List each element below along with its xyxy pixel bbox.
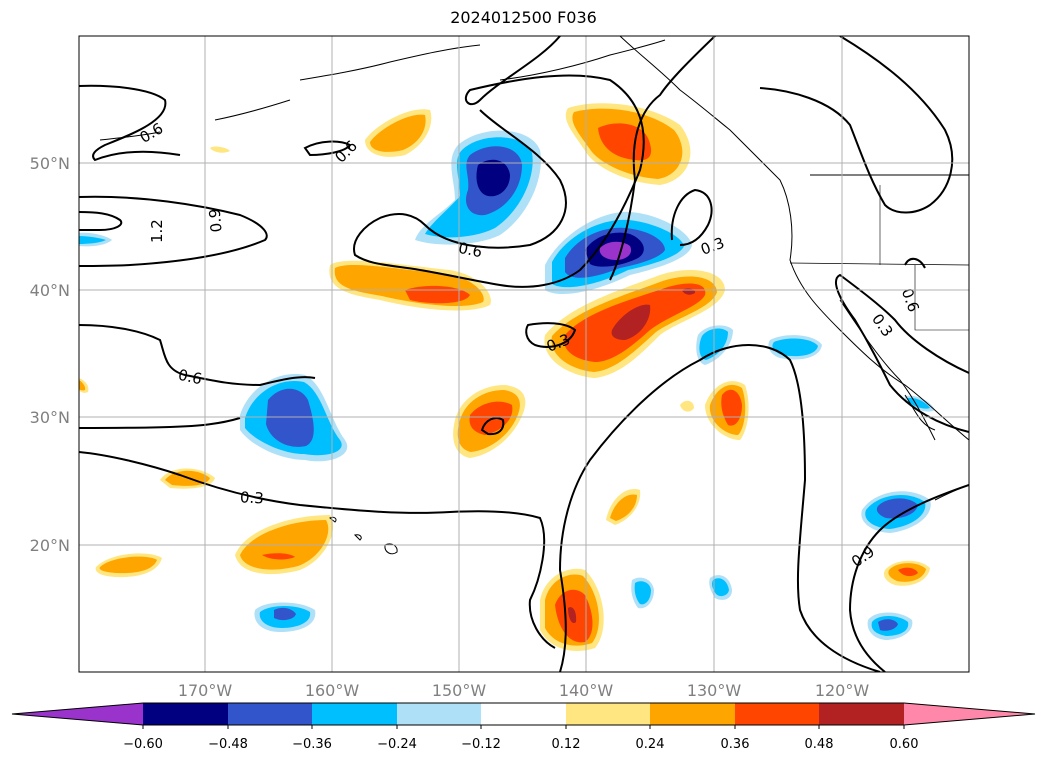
positive-anomaly-blob (370, 114, 426, 152)
negative-anomaly-blob (876, 498, 918, 519)
contour-label: 0.9 (848, 542, 878, 570)
colorbar-segment (312, 703, 397, 725)
lat-label: 20°N (30, 536, 70, 555)
positive-anomaly-blob (680, 400, 694, 412)
colorbar-segment (650, 703, 735, 725)
map-title: 2024012500 F036 (450, 8, 597, 27)
lat-label: 30°N (30, 408, 70, 427)
colorbar-segment (819, 703, 904, 725)
negative-anomaly-blob (79, 236, 106, 244)
lon-label: 160°W (305, 681, 360, 700)
contour-line (848, 484, 969, 672)
coastline (299, 44, 481, 81)
colorbar-extend-min (12, 703, 143, 725)
shaded-fields (79, 103, 935, 651)
lon-label: 170°W (178, 681, 233, 700)
gridlines (79, 36, 969, 672)
contour-line (353, 36, 645, 288)
lat-label: 50°N (30, 154, 70, 173)
colorbar-tick-label: −0.60 (123, 737, 163, 752)
contour-line (480, 417, 505, 436)
positive-anomaly-blob (262, 553, 295, 560)
contour-label: 0.9 (206, 208, 226, 233)
contour-line (835, 273, 969, 433)
negative-anomaly-blob (599, 241, 632, 260)
contours (79, 36, 969, 672)
colorbar-segment (735, 703, 819, 725)
contour-line (609, 36, 716, 281)
colorbar-tick-label: −0.24 (377, 737, 417, 752)
negative-anomaly-blob (476, 159, 510, 197)
contour-line (79, 195, 268, 267)
colorbar-tick-label: −0.48 (208, 737, 248, 752)
negative-anomaly-blob (772, 338, 818, 357)
lon-label: 130°W (687, 681, 742, 700)
contour-line (670, 188, 713, 246)
contour-line (79, 84, 181, 162)
colorbar-segment (566, 703, 650, 725)
colorbar: −0.60 −0.48 −0.36 −0.24 −0.12 0.12 0.24 … (11, 702, 1036, 752)
colorbar-tick-label: 0.12 (552, 737, 581, 752)
negative-anomaly-blob (266, 388, 314, 447)
coastline (619, 36, 969, 441)
colorbar-tick-label: −0.36 (292, 737, 332, 752)
coastline (499, 39, 666, 81)
coastline (904, 394, 936, 431)
positive-anomaly-blob (611, 304, 651, 340)
positive-anomaly-blob (210, 146, 230, 153)
positive-anomaly-blob (610, 494, 637, 521)
positive-anomaly-blob (99, 556, 157, 574)
negative-anomaly-blob (878, 619, 898, 631)
colorbar-segment (228, 703, 312, 725)
colorbar-extend-max (904, 703, 1035, 725)
contour-line (79, 451, 556, 649)
contour-line (525, 322, 577, 348)
contour-line (904, 257, 926, 269)
contour-line (79, 324, 316, 429)
contour-label: 1.2 (148, 219, 166, 243)
contour-label: 0.3 (698, 234, 727, 259)
longitude-labels: 170°W 160°W 150°W 140°W 130°W 120°W (178, 681, 870, 700)
lat-label: 40°N (30, 281, 70, 300)
contour-line (759, 36, 954, 214)
latitude-labels: 50°N 40°N 30°N 20°N (30, 154, 70, 555)
contour-line (79, 211, 123, 231)
contour-line (558, 344, 881, 672)
coastline (214, 99, 291, 121)
colorbar-segment (143, 703, 228, 725)
contour-label: 0.6 (137, 119, 167, 147)
positive-anomaly-blob (79, 380, 86, 391)
contour-label: 0.6 (177, 366, 204, 389)
negative-anomaly-blob (274, 607, 296, 621)
contour-label: 0.6 (457, 239, 484, 262)
lon-label: 150°W (432, 681, 487, 700)
colorbar-tick-label: 0.60 (890, 737, 919, 752)
border (789, 262, 969, 266)
negative-anomaly-blob (634, 581, 651, 605)
coastline (99, 131, 161, 141)
positive-anomaly-blob (898, 567, 918, 577)
contour-line (303, 140, 352, 157)
colorbar-tick-label: 0.48 (805, 737, 834, 752)
lon-label: 120°W (815, 681, 870, 700)
map-frame (78, 35, 970, 673)
colorbar-tick-label: 0.24 (636, 737, 665, 752)
positive-anomaly-blob (568, 607, 577, 624)
colorbar-segment (481, 703, 566, 725)
lon-label: 140°W (559, 681, 614, 700)
island (353, 534, 362, 541)
colorbar-tick-label: 0.36 (721, 737, 750, 752)
negative-anomaly-blob (712, 578, 729, 597)
border (914, 265, 969, 331)
colorbar-segment (397, 703, 481, 725)
coastline (839, 299, 936, 441)
island (329, 516, 337, 523)
contour-label: 0.3 (868, 310, 896, 340)
island (384, 543, 398, 555)
colorbar-tick-label: −0.12 (461, 737, 501, 752)
contour-label: 0.3 (240, 488, 265, 507)
coastlines (99, 36, 969, 555)
